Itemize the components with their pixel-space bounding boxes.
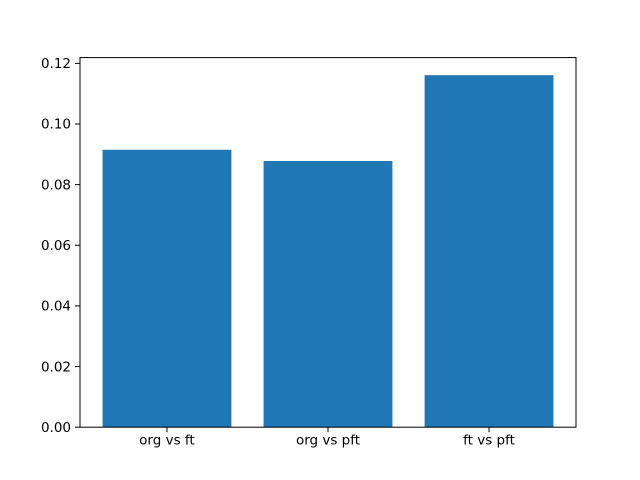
x-tick-label: org vs ft [139,433,195,449]
y-tick-label: 0.04 [41,299,71,315]
bar [424,75,554,428]
y-tick-label: 0.08 [41,177,71,193]
y-tick-label: 0.06 [41,238,71,254]
y-tick-label: 0.00 [41,420,71,436]
x-tick-label: org vs pft [296,433,360,449]
bar [263,160,393,428]
y-tick-label: 0.02 [41,359,71,375]
x-tick-label: ft vs pft [463,433,515,449]
bar [102,149,232,428]
y-tick-label: 0.10 [41,117,71,133]
y-tick-label: 0.12 [41,56,71,72]
